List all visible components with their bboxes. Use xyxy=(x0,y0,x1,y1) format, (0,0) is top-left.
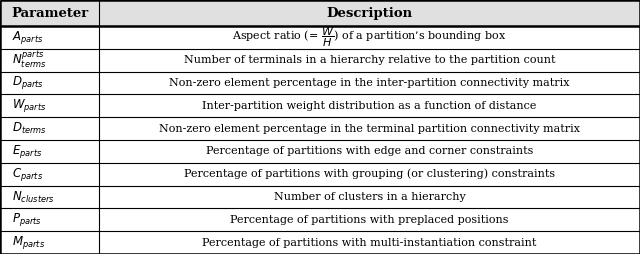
Text: $\mathit{D}_{\mathit{terms}}$: $\mathit{D}_{\mathit{terms}}$ xyxy=(12,121,47,136)
Text: $\mathit{W}_{\mathit{parts}}$: $\mathit{W}_{\mathit{parts}}$ xyxy=(12,97,47,114)
Text: Non-zero element percentage in the terminal partition connectivity matrix: Non-zero element percentage in the termi… xyxy=(159,124,580,134)
Text: Inter-partition weight distribution as a function of distance: Inter-partition weight distribution as a… xyxy=(202,101,537,111)
Text: $\mathit{C}_{\mathit{parts}}$: $\mathit{C}_{\mathit{parts}}$ xyxy=(12,166,43,183)
Text: Percentage of partitions with grouping (or clustering) constraints: Percentage of partitions with grouping (… xyxy=(184,169,555,180)
Text: $\mathit{A}_{\mathit{parts}}$: $\mathit{A}_{\mathit{parts}}$ xyxy=(12,29,44,46)
Text: $\mathit{P}_{\mathit{parts}}$: $\mathit{P}_{\mathit{parts}}$ xyxy=(12,211,42,228)
Text: Number of terminals in a hierarchy relative to the partition count: Number of terminals in a hierarchy relat… xyxy=(184,55,556,65)
Text: Non-zero element percentage in the inter-partition connectivity matrix: Non-zero element percentage in the inter… xyxy=(170,78,570,88)
Text: Percentage of partitions with edge and corner constraints: Percentage of partitions with edge and c… xyxy=(206,146,533,156)
Text: $\mathit{N}_{\mathit{terms}}^{\mathit{parts}}$: $\mathit{N}_{\mathit{terms}}^{\mathit{pa… xyxy=(12,50,47,71)
Text: Number of clusters in a hierarchy: Number of clusters in a hierarchy xyxy=(274,192,465,202)
Text: $\mathit{M}_{\mathit{parts}}$: $\mathit{M}_{\mathit{parts}}$ xyxy=(12,234,45,251)
Text: $\mathit{D}_{\mathit{parts}}$: $\mathit{D}_{\mathit{parts}}$ xyxy=(12,74,44,91)
Text: Parameter: Parameter xyxy=(11,7,88,20)
Text: $\mathit{E}_{\mathit{parts}}$: $\mathit{E}_{\mathit{parts}}$ xyxy=(12,143,42,160)
Text: Aspect ratio (= $\dfrac{W}{H}$) of a partition’s bounding box: Aspect ratio (= $\dfrac{W}{H}$) of a par… xyxy=(232,26,507,49)
Text: Percentage of partitions with multi-instantiation constraint: Percentage of partitions with multi-inst… xyxy=(202,237,537,248)
Text: Description: Description xyxy=(326,7,413,20)
Text: $\mathit{N}_{\mathit{clusters}}$: $\mathit{N}_{\mathit{clusters}}$ xyxy=(12,189,55,204)
Text: Percentage of partitions with preplaced positions: Percentage of partitions with preplaced … xyxy=(230,215,509,225)
Bar xyxy=(0,0,640,26)
